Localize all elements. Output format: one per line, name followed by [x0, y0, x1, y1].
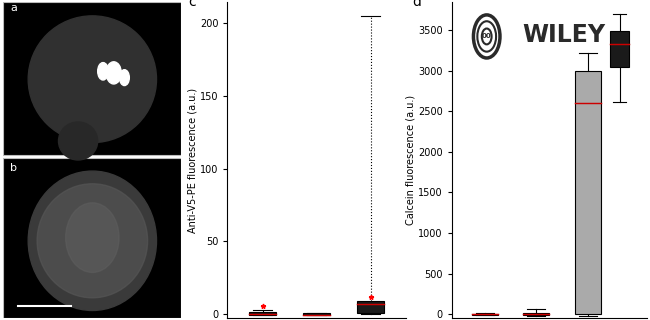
Bar — [303, 313, 330, 315]
Bar — [472, 314, 498, 315]
Ellipse shape — [106, 62, 122, 84]
Text: 00: 00 — [482, 34, 491, 39]
Text: c: c — [188, 0, 196, 9]
Ellipse shape — [120, 70, 129, 85]
Ellipse shape — [66, 203, 119, 272]
Text: a: a — [10, 3, 18, 13]
Y-axis label: Calcein fluorescence (a.u.): Calcein fluorescence (a.u.) — [405, 95, 415, 225]
Y-axis label: Anti-V5-PE fluorescence (a.u.): Anti-V5-PE fluorescence (a.u.) — [187, 87, 197, 233]
Text: d: d — [413, 0, 421, 9]
Ellipse shape — [58, 122, 98, 160]
Bar — [3, 2, 181, 155]
Ellipse shape — [28, 16, 157, 143]
Text: WILEY: WILEY — [522, 23, 605, 47]
Bar — [3, 158, 181, 318]
Ellipse shape — [37, 184, 148, 298]
Ellipse shape — [28, 171, 157, 310]
Bar — [523, 313, 549, 315]
Ellipse shape — [98, 63, 109, 80]
Bar — [249, 312, 276, 315]
Bar — [357, 301, 384, 313]
Bar — [610, 31, 629, 67]
Text: b: b — [10, 163, 18, 173]
Bar — [575, 71, 601, 314]
